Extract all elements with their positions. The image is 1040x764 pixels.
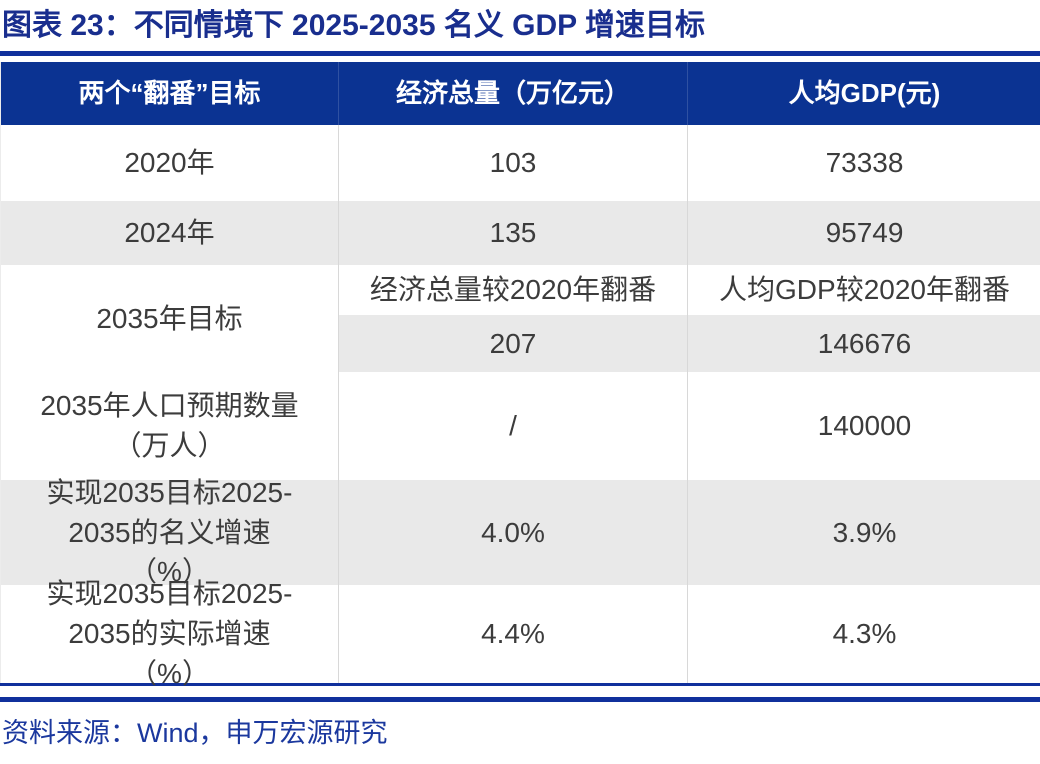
- report-figure: 图表 23：不同情境下 2025-2035 名义 GDP 增速目标 两个“翻番”…: [0, 6, 1040, 764]
- row-2020-label: 2020年: [1, 125, 338, 201]
- table-bottom-rule-thick: [0, 697, 1040, 702]
- cell-2020-percapita: 73338: [687, 125, 1040, 201]
- cell-2024-total: 135: [338, 201, 687, 265]
- title-rule: [0, 51, 1040, 56]
- source-note: 资料来源：Wind，申万宏源研究: [2, 718, 388, 748]
- gdp-target-table: 两个“翻番”目标 经济总量（万亿元） 人均GDP(元) 2020年 103 73…: [0, 62, 1040, 689]
- header-cell-total-economy: 经济总量（万亿元）: [338, 62, 687, 125]
- header-cell-doubling-target: 两个“翻番”目标: [1, 62, 338, 125]
- cell-2035-percapita-value: 146676: [687, 315, 1040, 372]
- cell-real-growth-total: 4.4%: [338, 585, 687, 683]
- header-cell-per-capita-gdp: 人均GDP(元): [687, 62, 1040, 125]
- cell-2020-total: 103: [338, 125, 687, 201]
- table-bottom-rule-thin: [0, 683, 1040, 686]
- row-nominal-growth-label: 实现2035目标2025-2035的名义增速（%）: [1, 477, 338, 587]
- row-2035-population-label: 2035年人口预期数量（万人）: [1, 372, 338, 480]
- cell-real-growth-percapita: 4.3%: [687, 585, 1040, 683]
- cell-nominal-growth-percapita: 3.9%: [687, 480, 1040, 585]
- cell-2035-population-value: 140000: [687, 372, 1040, 480]
- cell-2035-total-doubling-text: 经济总量较2020年翻番: [338, 265, 687, 315]
- cell-nominal-growth-total: 4.0%: [338, 480, 687, 585]
- row-2035-target-label: 2035年目标: [1, 265, 338, 372]
- cell-2024-percapita: 95749: [687, 201, 1040, 265]
- cell-2035-total-value: 207: [338, 315, 687, 372]
- figure-title: 图表 23：不同情境下 2025-2035 名义 GDP 增速目标: [2, 9, 705, 42]
- cell-2035-population-total: /: [338, 372, 687, 480]
- row-2024-label: 2024年: [1, 201, 338, 265]
- cell-2035-percapita-doubling-text: 人均GDP较2020年翻番: [687, 265, 1040, 315]
- row-real-growth-label: 实现2035目标2025-2035的实际增速（%）: [1, 578, 338, 689]
